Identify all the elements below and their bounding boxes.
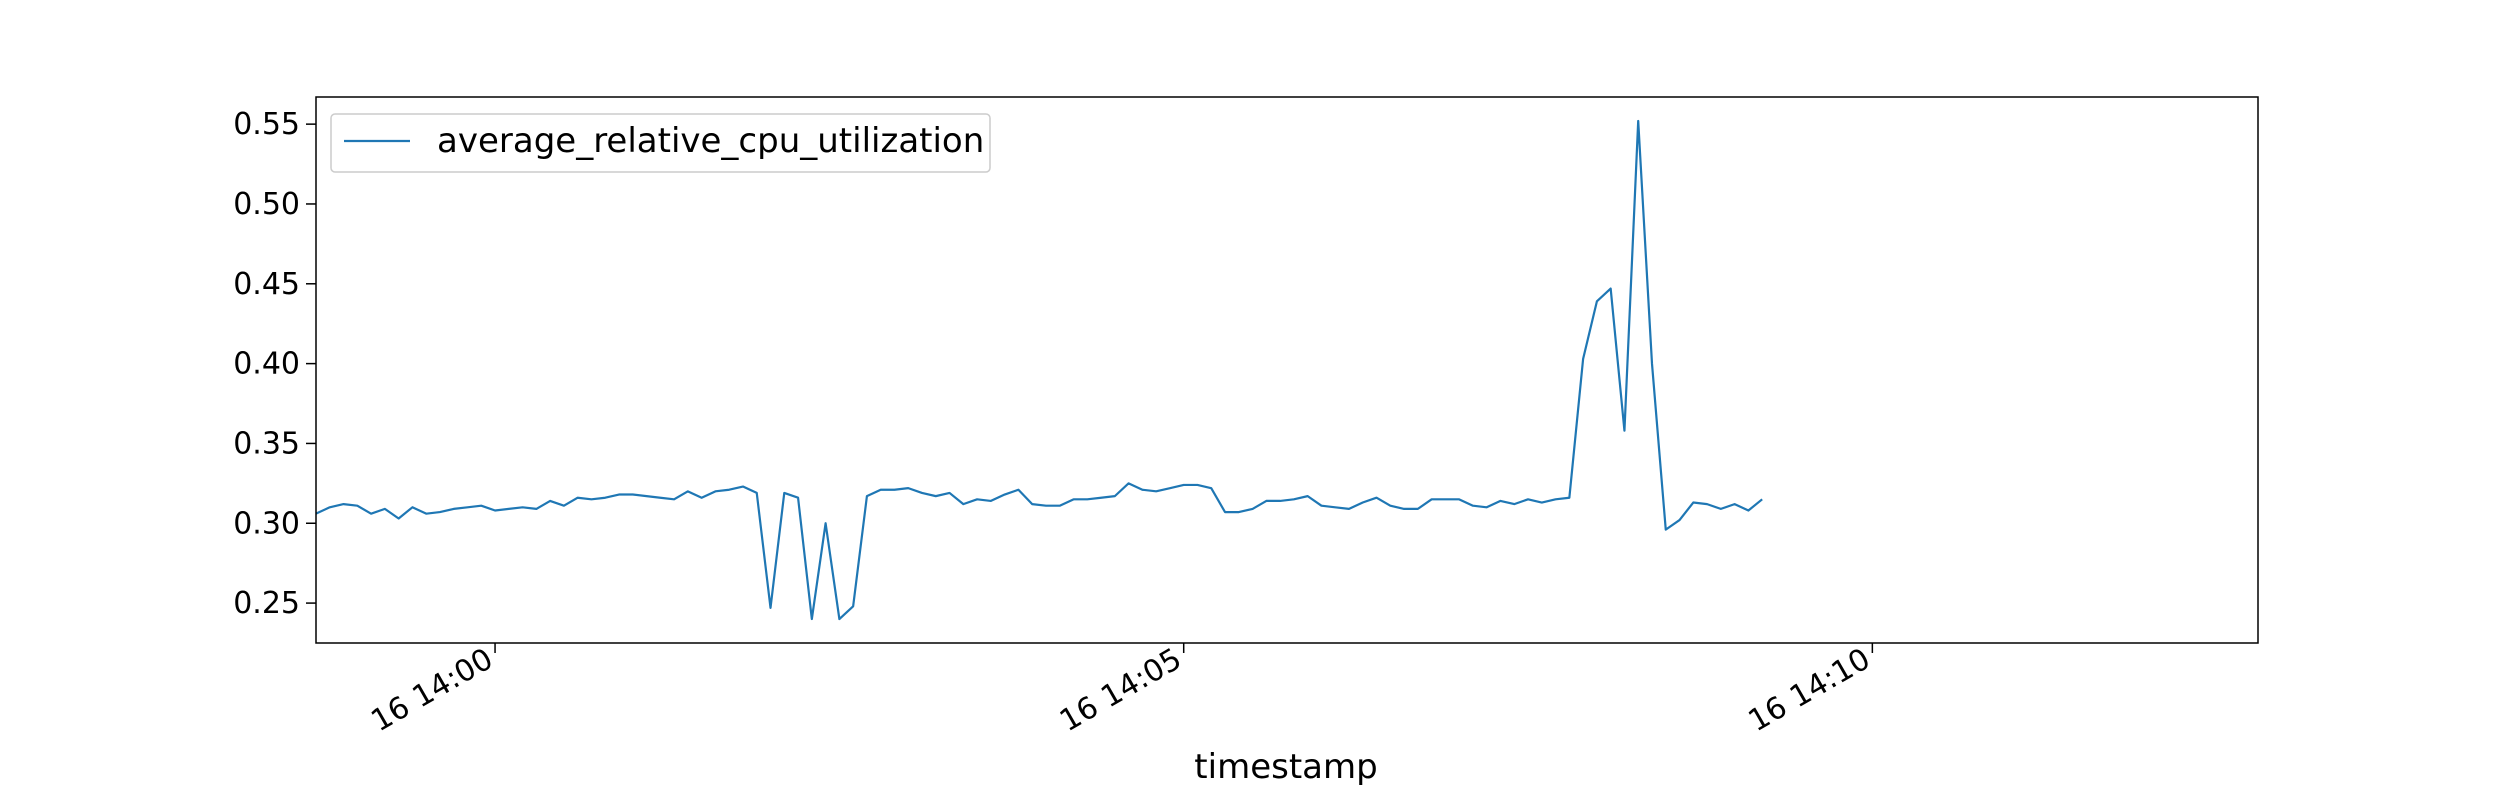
x-tick-label: 16 14:10 bbox=[1743, 642, 1877, 739]
series-layer bbox=[315, 119, 1763, 621]
legend-entry-label: average_relative_cpu_utilization bbox=[437, 121, 984, 161]
x-tick-label: 16 14:05 bbox=[1054, 642, 1188, 739]
y-tick-label: 0.45 bbox=[233, 267, 300, 302]
x-axis-label: timestamp bbox=[1194, 747, 1377, 787]
x-tick-label: 16 14:00 bbox=[365, 642, 499, 739]
legend-frame bbox=[330, 113, 991, 173]
axes-layer: 0.25 0.30 0.35 0.40 0.45 0.50 0.55 16 14:00 16 1… bbox=[233, 96, 2259, 739]
y-tick-label: 0.35 bbox=[233, 426, 300, 461]
y-tick-label: 0.25 bbox=[233, 586, 300, 621]
series-line-0 bbox=[315, 119, 1763, 621]
y-tick-label: 0.30 bbox=[233, 506, 300, 541]
y-tick-label: 0.55 bbox=[233, 107, 300, 142]
y-tick-label: 0.40 bbox=[233, 347, 300, 382]
y-tick-label: 0.50 bbox=[233, 187, 300, 222]
legend: average_relative_cpu_utilization bbox=[330, 113, 991, 173]
plot-frame bbox=[315, 96, 2259, 644]
